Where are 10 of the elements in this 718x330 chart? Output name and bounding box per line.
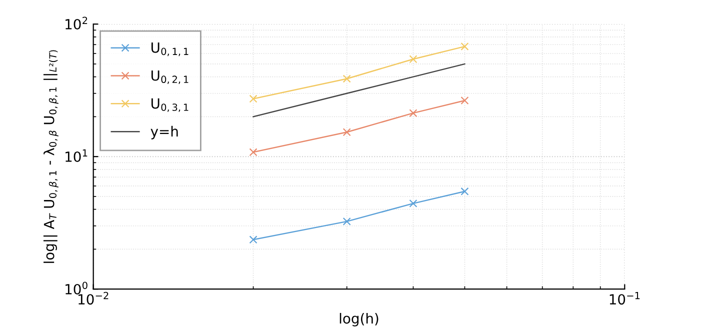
- x-axis-title: log(h): [340, 312, 378, 326]
- x-tick-label: 10$^{−1}$: [610, 292, 640, 305]
- y-tick-label: 10$^{1}$: [66, 149, 88, 162]
- legend-label: y=h: [150, 126, 178, 140]
- y-tick-label: 10$^{0}$: [66, 282, 88, 294]
- y-tick-label: 10$^{2}$: [66, 16, 88, 30]
- text: log|| A$_{T}$ U$_{0,β,1}$ - λ$_{0,β}$ U$_{0,β,1}$ ||$_{L²(T)}$: [43, 50, 58, 263]
- legend-label: U$_{0,2,1}$: [151, 70, 188, 84]
- legend-label: U$_{0,3,1}$: [151, 98, 188, 112]
- legend-label: U$_{0,1,1}$: [151, 42, 188, 56]
